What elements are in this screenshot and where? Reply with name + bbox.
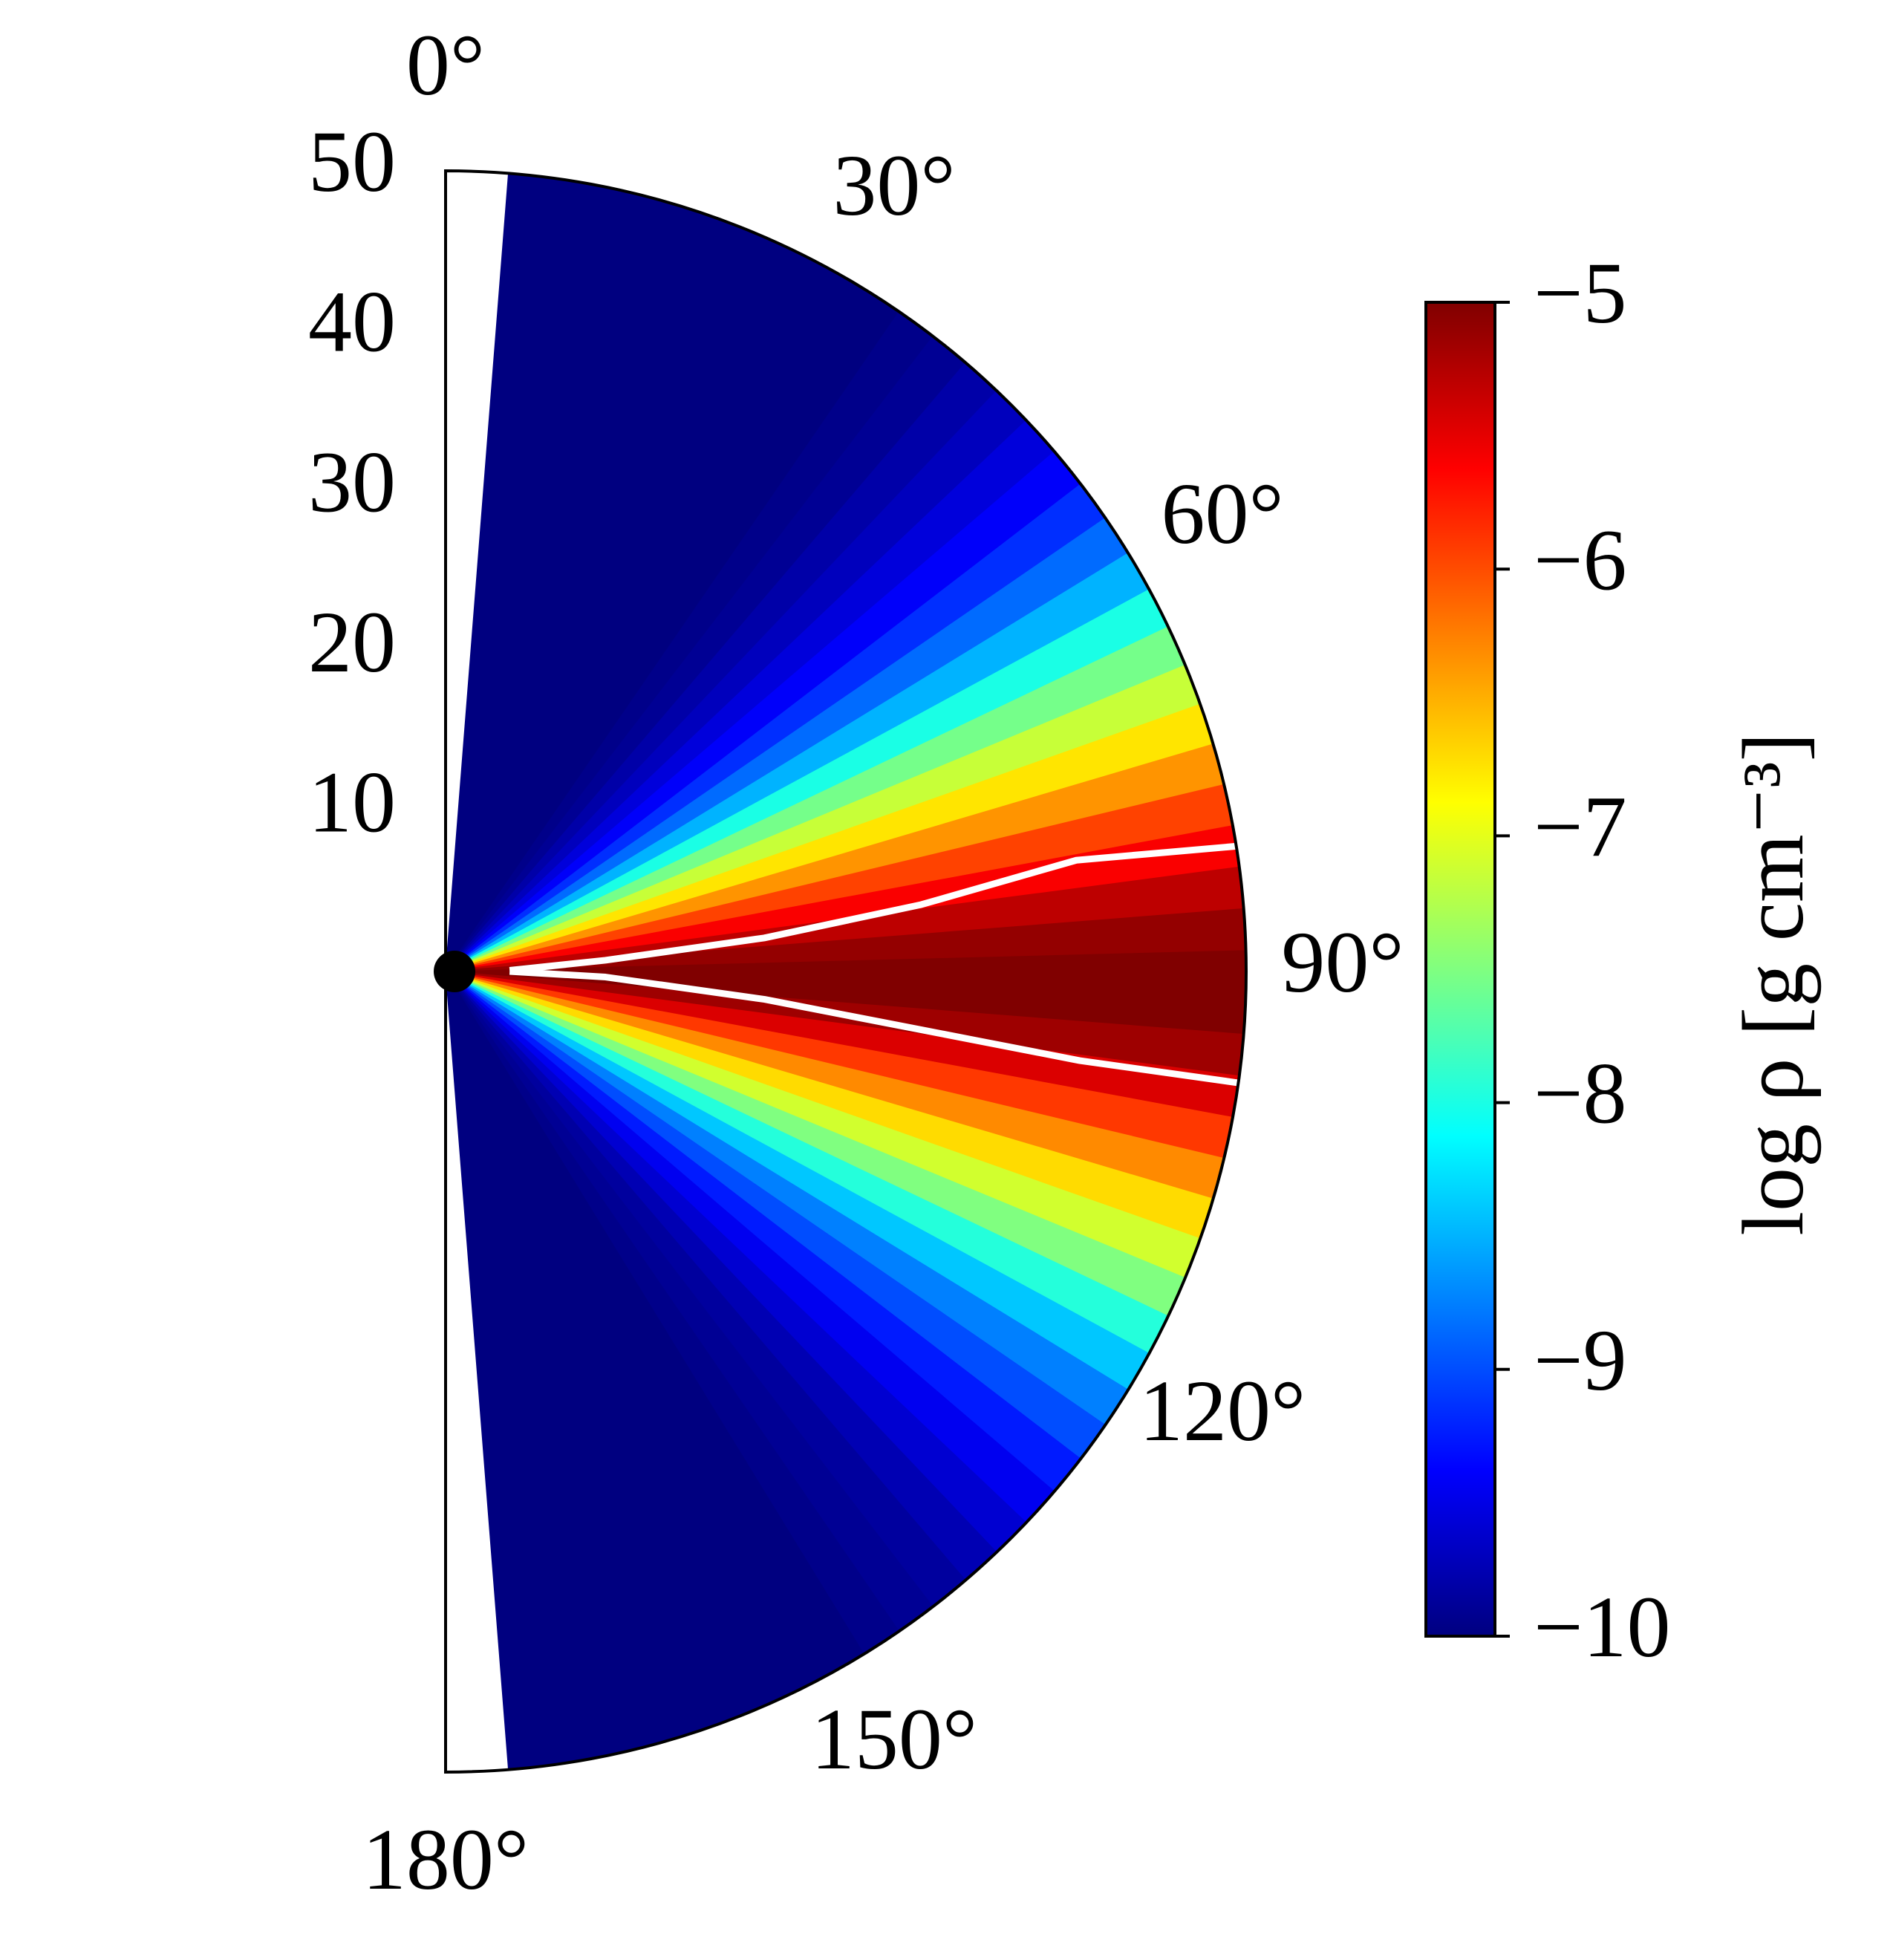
r-tick-label: 20 — [308, 593, 396, 691]
r-tick-label: 30 — [308, 433, 396, 530]
theta-tick-label: 120° — [1139, 1362, 1306, 1459]
central-object — [434, 951, 475, 992]
contour-line — [509, 842, 1237, 974]
theta-tick-label: 150° — [811, 1690, 977, 1788]
colorbar-tick-label: −5 — [1534, 244, 1627, 342]
contour-line — [509, 968, 1239, 1087]
colorbar-tick-label: −9 — [1534, 1312, 1627, 1409]
colorbar-label: log ρ [g cm⁻³] — [1724, 732, 1822, 1236]
colorbar-tick-label: −7 — [1534, 778, 1627, 875]
colorbar — [1424, 301, 1496, 1638]
theta-tick-label: 90° — [1281, 914, 1404, 1011]
theta-tick-label: 180° — [362, 1811, 529, 1908]
r-tick-label: 50 — [308, 113, 396, 210]
theta-tick-label: 30° — [833, 137, 955, 234]
colorbar-tick-label: −8 — [1534, 1045, 1627, 1142]
plot-outline — [444, 169, 1248, 1774]
theta-tick-label: 0° — [406, 16, 485, 114]
theta-tick-label: 60° — [1161, 465, 1284, 562]
colorbar-tick-label: −10 — [1534, 1578, 1671, 1676]
colorbar-tick-label: −6 — [1534, 511, 1627, 608]
r-tick-label: 10 — [308, 753, 396, 850]
r-tick-label: 40 — [308, 273, 396, 371]
